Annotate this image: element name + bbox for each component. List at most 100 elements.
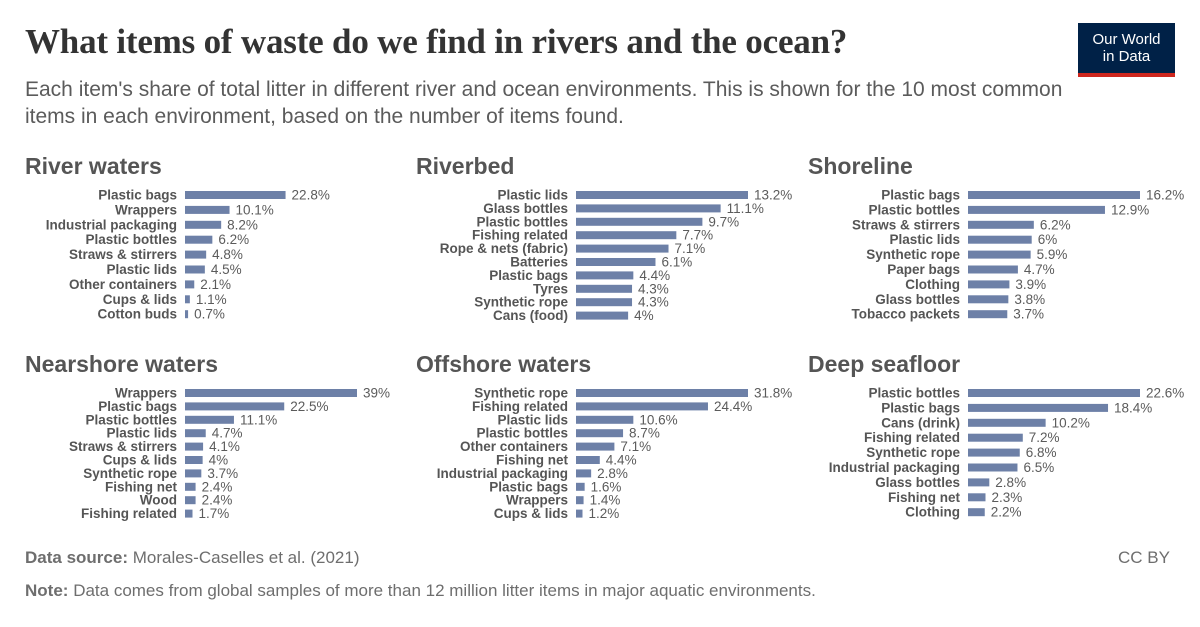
bar[interactable] [576,217,703,226]
bar[interactable] [968,493,986,502]
bar[interactable] [968,389,1140,397]
value-label: 10.2% [1052,415,1090,430]
value-label: 7.2% [1029,430,1060,445]
bar[interactable] [968,478,990,487]
bar[interactable] [185,310,189,319]
value-label: 4.7% [1024,262,1055,277]
category-label: Straws & stirrers [69,247,177,262]
bar[interactable] [185,429,206,438]
bar[interactable] [968,403,1109,412]
bar[interactable] [968,295,1009,304]
category-label: Industrial packaging [829,460,960,475]
bar[interactable] [185,509,193,518]
value-label: 4.5% [211,262,242,277]
value-label: 7.7% [682,228,713,243]
bar[interactable] [185,295,190,304]
category-label: Batteries [510,255,568,270]
bar[interactable] [968,235,1032,244]
bar[interactable] [185,220,222,229]
bar[interactable] [185,235,213,244]
bar[interactable] [576,442,615,451]
bar[interactable] [185,205,230,214]
bar[interactable] [185,469,202,478]
value-label: 1.7% [198,506,229,521]
bar[interactable] [576,429,624,438]
owid-logo[interactable]: Our World in Data [1078,23,1175,77]
value-label: 5.9% [1037,247,1068,262]
category-label: Clothing [905,505,960,520]
bar[interactable] [185,191,286,199]
bar[interactable] [968,448,1020,457]
bar[interactable] [185,280,195,289]
value-label: 10.1% [236,202,274,217]
category-label: Wrappers [506,493,568,508]
panel-riverbed: Riverbed Plastic lids 13.2% Glass bottles 1… [416,153,796,338]
bar[interactable] [576,415,634,424]
bar[interactable] [576,298,633,307]
category-label: Wrappers [115,386,177,401]
bar[interactable] [968,250,1031,259]
bar[interactable] [185,496,196,505]
bar[interactable] [185,250,207,259]
bar[interactable] [576,509,583,518]
bar[interactable] [576,191,748,199]
panel-title: Deep seafloor [808,351,961,377]
category-label: Cans (food) [493,308,568,323]
bar[interactable] [185,389,357,397]
bar[interactable] [576,456,600,464]
panel-title: Shoreline [808,153,913,179]
value-label: 0.7% [194,307,225,322]
bar[interactable] [185,442,204,451]
bar[interactable] [185,456,203,464]
bar[interactable] [968,220,1034,229]
panel-title: River waters [25,153,162,179]
bar[interactable] [576,402,708,411]
bar[interactable] [968,205,1105,214]
category-label: Other containers [69,277,177,292]
bar[interactable] [185,415,234,424]
bar[interactable] [185,402,285,411]
value-label: 22.8% [292,188,330,203]
category-label: Cups & lids [494,506,568,521]
bar[interactable] [968,265,1018,274]
bar[interactable] [968,433,1023,442]
category-label: Plastic bags [881,400,960,415]
bar[interactable] [576,482,585,491]
bar[interactable] [576,204,721,213]
bar[interactable] [968,280,1010,289]
value-label: 6.2% [1040,217,1071,232]
bar[interactable] [576,496,584,505]
bar[interactable] [968,463,1018,472]
data-source: Data source: Morales-Caselles et al. (20… [25,548,359,568]
bar[interactable] [968,508,985,517]
license-link[interactable]: CC BY [1118,548,1170,567]
note-text: Data comes from global samples of more t… [73,581,816,600]
category-label: Plastic bags [489,268,568,283]
bar[interactable] [968,191,1140,199]
bar[interactable] [576,389,748,397]
bar[interactable] [185,265,205,274]
value-label: 11.1% [240,412,277,427]
bar[interactable] [576,271,634,280]
category-label: Straws & stirrers [69,439,177,454]
bar[interactable] [576,311,629,320]
note-label: Note: [25,581,69,600]
value-label: 2.8% [597,466,628,481]
bar[interactable] [968,310,1008,319]
bar[interactable] [576,258,656,266]
data-source-link[interactable]: Morales-Caselles et al. (2021) [132,548,360,567]
value-label: 11.1% [727,201,764,216]
bar-chart-deep-seafloor: Plastic bottles 22.6% Plastic bags 18.4% Can… [829,386,1185,520]
value-label: 6.8% [1026,445,1057,460]
bar[interactable] [576,469,592,478]
value-label: 6.5% [1023,460,1054,475]
panel-title: Nearshore waters [25,351,219,377]
bar[interactable] [968,418,1046,427]
bar[interactable] [576,231,677,240]
data-source-label: Data source: [25,548,128,567]
bar[interactable] [185,482,196,491]
bar[interactable] [576,244,669,253]
bar[interactable] [576,284,633,293]
value-label: 3.7% [1013,307,1044,322]
category-label: Plastic bottles [85,412,177,427]
